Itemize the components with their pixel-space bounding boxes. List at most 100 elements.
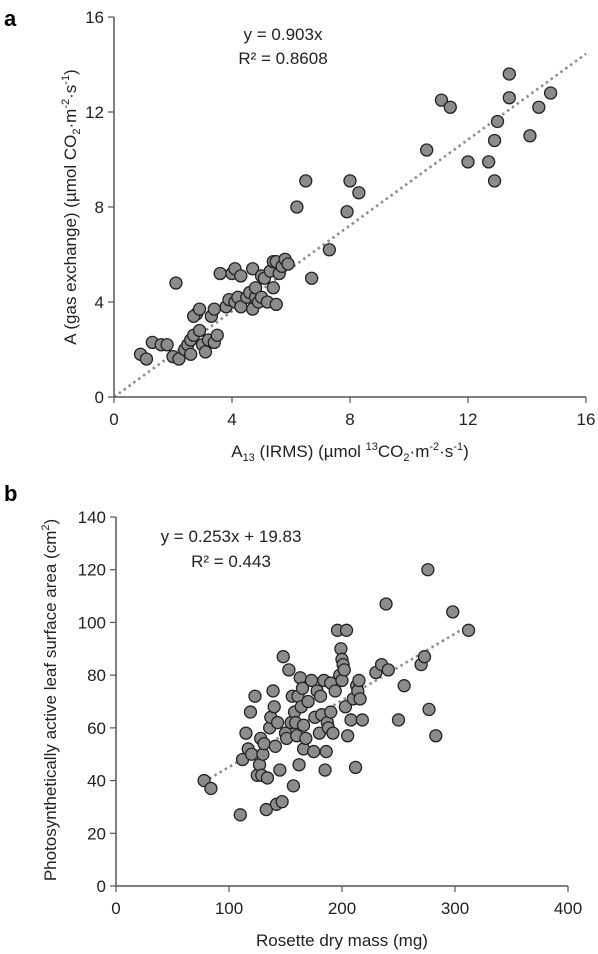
panel-b-y-axis-label: Photosynthetically active leaf surface a… — [40, 519, 60, 881]
panel-b-data-point — [296, 718, 311, 732]
panel-a-data-point — [487, 174, 502, 188]
panel-b-data-point — [461, 623, 476, 637]
panel-a-data-point — [532, 100, 546, 114]
panel-a-x-ticks: 0 4 8 12 16 — [109, 397, 595, 429]
panel-b-data-point — [239, 726, 253, 740]
panel-b-data-point — [276, 650, 290, 664]
panel-a-data-point — [340, 205, 354, 219]
panel-b-data-point — [355, 713, 369, 727]
panel-b: b 0 20 40 60 80 100 120 140 0 100 200 300 400 y = 0… — [4, 481, 582, 950]
panel-b-data-point — [266, 684, 280, 698]
panel-a-x-tick-label: 8 — [345, 410, 354, 429]
panel-b-data-point — [352, 673, 366, 688]
panel-a-data-point — [481, 155, 496, 169]
panel-b-data-point — [339, 623, 354, 637]
panel-a-data-point — [461, 155, 475, 169]
panel-b-data-point — [324, 705, 338, 719]
panel-a-data-point — [192, 302, 207, 316]
panel-b-y-tick-label: 80 — [87, 666, 106, 685]
panel-b-plot-area — [197, 563, 476, 822]
panel-b-r-squared: R² = 0.443 — [191, 552, 271, 571]
panel-a-data-point — [139, 352, 154, 366]
panel-b-y-tick-label: 60 — [87, 719, 106, 738]
panel-a-data-point — [299, 174, 313, 188]
panel-b-data-point — [295, 681, 310, 695]
panel-a-letter: a — [4, 6, 17, 31]
panel-a-data-point — [343, 174, 357, 188]
panel-b-data-point — [318, 763, 332, 777]
panel-a-data-point — [523, 129, 537, 143]
panel-b-data-point — [422, 702, 436, 717]
panel-b-letter: b — [4, 481, 17, 506]
panel-b-data-point — [421, 563, 435, 577]
panel-b-data-point — [248, 689, 262, 703]
panel-b-data-point — [301, 694, 315, 709]
panel-a-data-point — [192, 323, 207, 338]
panel-b-x-axis-label: Rosette dry mass (mg) — [256, 931, 428, 950]
panel-a: a 0 4 8 12 16 0 4 8 12 16 y = 0.903x R² = 0.8608… — [4, 6, 595, 464]
panel-a-plot-area — [113, 52, 587, 399]
panel-b-data-point — [338, 700, 353, 714]
panel-b-data-point — [267, 700, 281, 714]
panel-a-data-point — [184, 347, 198, 361]
panel-a-data-point — [160, 338, 174, 352]
panel-b-data-point — [381, 663, 395, 677]
panel-b-data-point — [353, 692, 367, 706]
panel-b-data-point — [319, 744, 333, 759]
panel-a-data-point — [198, 345, 213, 359]
panel-a-data-point — [290, 200, 304, 214]
panel-b-data-point — [391, 713, 406, 727]
panel-b-data-point — [379, 597, 393, 611]
panel-a-y-ticks: 0 4 8 12 16 — [85, 8, 114, 407]
panel-a-data-point — [269, 297, 283, 312]
panel-b-data-point — [244, 747, 259, 761]
panel-a-x-tick-label: 12 — [459, 410, 478, 429]
panel-b-data-point — [337, 663, 351, 677]
panel-b-data-point — [397, 679, 411, 693]
panel-a-data-point — [304, 271, 319, 285]
panel-a-data-point — [234, 269, 248, 283]
panel-b-data-point — [326, 726, 340, 740]
panel-b-data-point — [270, 715, 285, 730]
panel-a-data-point — [207, 302, 221, 316]
panel-b-x-tick-label: 100 — [215, 899, 243, 918]
panel-b-data-point — [275, 795, 289, 809]
panel-a-data-point — [322, 243, 337, 257]
panel-b-data-point — [286, 779, 301, 793]
panel-a-equation: y = 0.903x — [244, 25, 323, 44]
panel-b-equation: y = 0.253x + 19.83 — [161, 527, 302, 546]
panel-b-x-tick-label: 300 — [441, 899, 469, 918]
panel-a-x-tick-label: 0 — [109, 410, 118, 429]
panel-b-x-tick-label: 0 — [111, 899, 120, 918]
panel-b-data-point — [257, 737, 271, 751]
panel-b-y-tick-label: 0 — [97, 877, 106, 896]
panel-b-data-point — [282, 663, 296, 677]
panel-a-y-axis-label: A (gas exchange) (µmol CO2·m-2·s-1) — [60, 69, 83, 344]
panel-a-data-point — [443, 100, 457, 114]
panel-a-y-tick-label: 8 — [95, 198, 104, 217]
panel-a-y-tick-label: 4 — [95, 293, 104, 312]
panel-b-data-point — [340, 729, 355, 743]
panel-a-data-point — [245, 262, 260, 276]
panel-b-data-point — [259, 802, 273, 817]
panel-a-data-point — [502, 91, 516, 105]
panel-b-data-point — [273, 763, 287, 777]
panel-a-r-squared: R² = 0.8608 — [238, 49, 327, 68]
panel-a-data-point — [490, 114, 505, 129]
panel-b-y-tick-label: 20 — [87, 824, 106, 843]
panel-a-x-axis-label: A13 (IRMS) (µmol 13CO2·m-2·s-1) — [231, 441, 469, 464]
panel-b-y-tick-label: 140 — [78, 508, 106, 527]
panel-a-y-tick-label: 16 — [85, 8, 104, 27]
panel-b-data-point — [260, 771, 275, 785]
panel-a-data-point — [266, 281, 280, 295]
panel-a-y-tick-label: 0 — [95, 388, 104, 407]
panel-b-y-tick-label: 40 — [87, 772, 106, 791]
panel-b-data-point — [243, 705, 258, 719]
panel-a-data-point — [248, 281, 263, 295]
panel-b-data-point — [328, 684, 342, 698]
panel-b-x-tick-label: 200 — [328, 899, 356, 918]
panel-a-data-point — [169, 276, 183, 290]
panel-a-data-point — [487, 133, 502, 148]
panel-b-data-point — [268, 739, 282, 753]
panel-a-data-point — [213, 266, 227, 281]
